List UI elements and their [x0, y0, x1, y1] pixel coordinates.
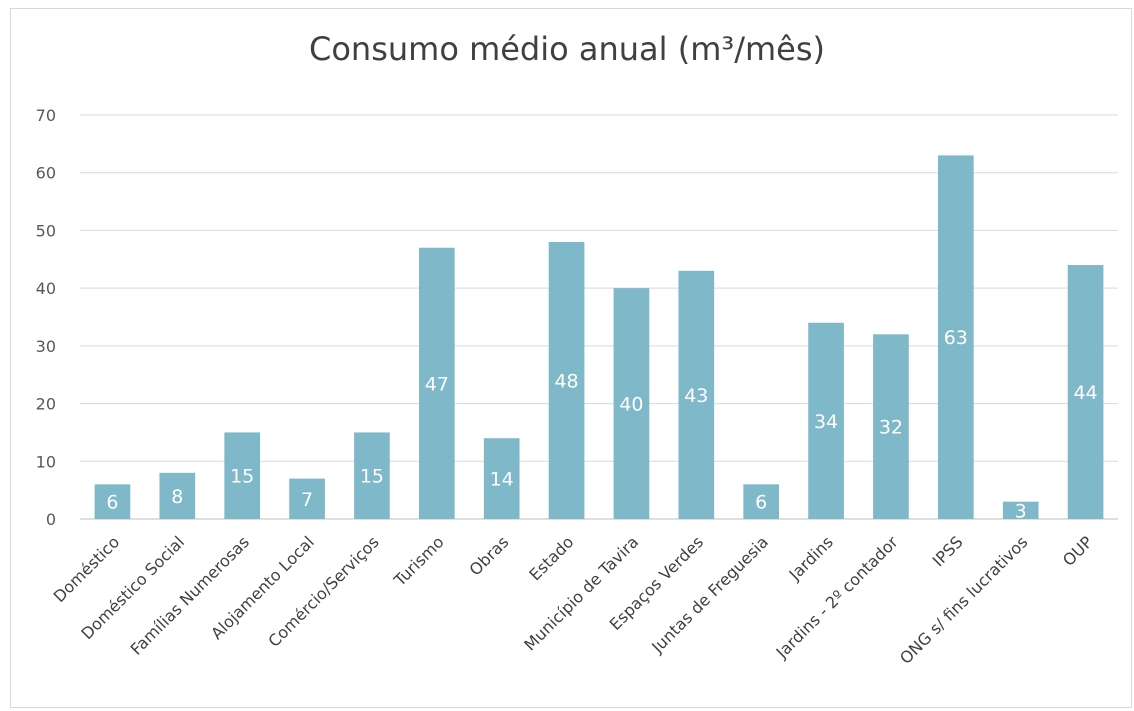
bar	[873, 334, 909, 519]
data-label: 3	[1015, 500, 1027, 522]
x-tick-label: Turismo	[390, 532, 448, 590]
bar	[354, 432, 390, 519]
bar	[483, 438, 520, 519]
data-label: 40	[619, 394, 643, 416]
y-tick-label: 50	[36, 221, 56, 240]
x-tick-label: Jardins - 2º contador	[772, 532, 902, 662]
x-tick-label: IPSS	[929, 532, 967, 570]
data-label: 48	[554, 370, 578, 392]
data-label: 32	[879, 417, 903, 439]
x-tick-label: Famílias Numerosas	[127, 532, 253, 658]
data-label: 63	[944, 327, 968, 349]
bar	[224, 432, 261, 519]
data-label: 6	[106, 492, 118, 514]
data-label: 14	[490, 469, 514, 491]
data-label: 15	[230, 466, 254, 488]
y-tick-label: 20	[36, 395, 56, 414]
bar	[808, 322, 844, 519]
x-tick-label: OUP	[1059, 532, 1097, 570]
data-label: 47	[425, 373, 449, 395]
data-label: 15	[360, 466, 384, 488]
bar	[1067, 265, 1104, 519]
x-tick-label: Estado	[525, 532, 577, 584]
data-label: 43	[684, 385, 708, 407]
data-label: 7	[301, 489, 313, 511]
y-tick-label: 70	[36, 106, 56, 125]
bar	[289, 478, 325, 519]
data-label: 44	[1073, 382, 1097, 404]
x-tick-label: Juntas de Freguesia	[647, 532, 772, 657]
data-label: 8	[171, 486, 183, 508]
bar	[678, 270, 715, 519]
bar	[548, 241, 585, 519]
y-tick-label: 30	[36, 337, 56, 356]
y-tick-label: 60	[36, 164, 56, 183]
x-tick-label: ONG s/ fins lucrativos	[896, 532, 1031, 667]
chart-title: Consumo médio anual (m³/mês)	[308, 30, 825, 68]
bar	[159, 472, 196, 519]
x-tick-label: Comércio/Serviços	[264, 532, 382, 650]
bar	[937, 155, 974, 519]
data-label: 34	[814, 411, 838, 433]
x-tick-label: Município de Tavira	[520, 532, 642, 654]
x-tick-label: Obras	[466, 532, 513, 579]
y-tick-label: 10	[36, 452, 56, 471]
bar	[1002, 501, 1039, 519]
bar	[613, 288, 650, 519]
bar	[418, 247, 455, 519]
bar	[743, 484, 780, 519]
data-label: 6	[755, 492, 767, 514]
y-tick-label: 0	[46, 510, 56, 529]
y-tick-label: 40	[36, 279, 56, 298]
x-tick-label: Jardins	[785, 532, 837, 584]
bar	[94, 484, 131, 519]
